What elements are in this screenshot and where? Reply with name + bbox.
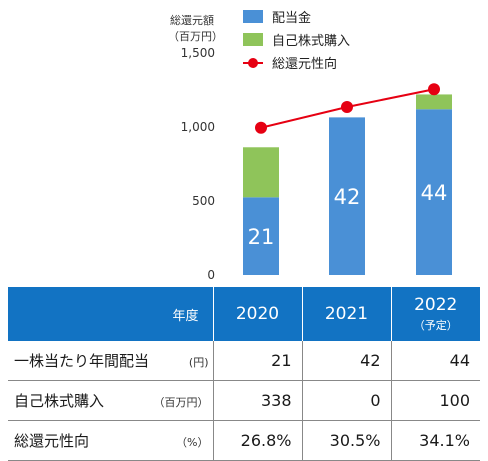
- bar-value-label: 42: [334, 185, 361, 209]
- row-label: 自己株式購入: [14, 392, 105, 410]
- header-year-2021: 2021: [301, 287, 391, 341]
- year-label: 2022: [414, 295, 458, 315]
- payout-ratio-point: [341, 101, 353, 114]
- row-label-cell: 一株当たり年間配当 (円): [8, 341, 213, 381]
- table-row: 一株当たり年間配当 (円) 21 42 44: [8, 341, 480, 381]
- bar-buyback: [416, 94, 452, 110]
- chart: 0 500 1,000 1,500 総還元額 （百万円） 21 42 44 配当金自己株式…: [168, 10, 452, 282]
- header-year-label: 年度: [8, 287, 213, 341]
- year-label: 2020: [235, 304, 280, 324]
- data-table: 年度 2020 2021 2022 （予定） 一株当たり年間配当 (円) 21 42…: [8, 287, 480, 461]
- legend-marker-payout: [248, 58, 258, 68]
- legend-label-buyback: 自己株式購入: [272, 34, 350, 49]
- row-unit: （百万円）: [153, 396, 209, 409]
- table-cell: 42: [301, 341, 391, 381]
- table-cell: 100: [390, 380, 480, 421]
- row-label-cell: 総還元性向 （%）: [8, 420, 213, 461]
- bar-dividend: [416, 109, 452, 276]
- table-cell: 34.1%: [390, 420, 480, 461]
- year-sub-label: （予定）: [413, 319, 458, 332]
- bar-dividend: [243, 197, 279, 275]
- row-unit: (円): [188, 356, 209, 369]
- payout-line: [255, 83, 440, 134]
- table-cell: 44: [390, 341, 480, 381]
- y-tick-label: 1,500: [181, 46, 215, 60]
- y-axis: 0 500 1,000 1,500: [181, 46, 215, 282]
- payout-ratio-point: [255, 121, 267, 134]
- y-axis-title-line2: （百万円）: [168, 30, 223, 43]
- table-header-row: 年度 2020 2021 2022 （予定）: [8, 287, 480, 341]
- legend-label-payout: 総還元性向: [272, 56, 337, 72]
- y-tick-label: 500: [192, 194, 215, 208]
- payout-ratio-point: [428, 83, 440, 96]
- header-year-2020: 2020: [212, 287, 302, 341]
- table-row: 自己株式購入 （百万円） 338 0 100: [8, 380, 480, 421]
- legend-swatch-buyback: [243, 33, 263, 46]
- y-tick-label: 1,000: [181, 120, 215, 134]
- bar-dividend: [329, 117, 365, 275]
- table-cell: 338: [212, 380, 302, 421]
- row-unit: （%）: [176, 436, 209, 449]
- bar-buyback: [243, 147, 279, 198]
- table-cell: 26.8%: [212, 420, 302, 461]
- table-row: 総還元性向 （%） 26.8% 30.5% 34.1%: [8, 420, 480, 461]
- legend-swatch-dividend: [243, 10, 263, 23]
- bars: 21 42 44: [243, 94, 452, 276]
- bar-value-label: 44: [421, 181, 448, 205]
- table-cell: 30.5%: [301, 420, 391, 461]
- y-axis-title-line1: 総還元額: [170, 13, 214, 27]
- row-label: 総還元性向: [14, 432, 90, 450]
- row-label: 一株当たり年間配当: [14, 352, 150, 370]
- bar-value-label: 21: [248, 225, 275, 249]
- y-tick-label: 0: [207, 268, 215, 282]
- row-label-cell: 自己株式購入 （百万円）: [8, 380, 213, 421]
- legend-label-dividend: 配当金: [272, 10, 311, 26]
- table-cell: 0: [301, 380, 391, 421]
- table-cell: 21: [212, 341, 302, 381]
- year-label: 2021: [324, 304, 369, 324]
- header-year-2022: 2022 （予定）: [390, 287, 480, 341]
